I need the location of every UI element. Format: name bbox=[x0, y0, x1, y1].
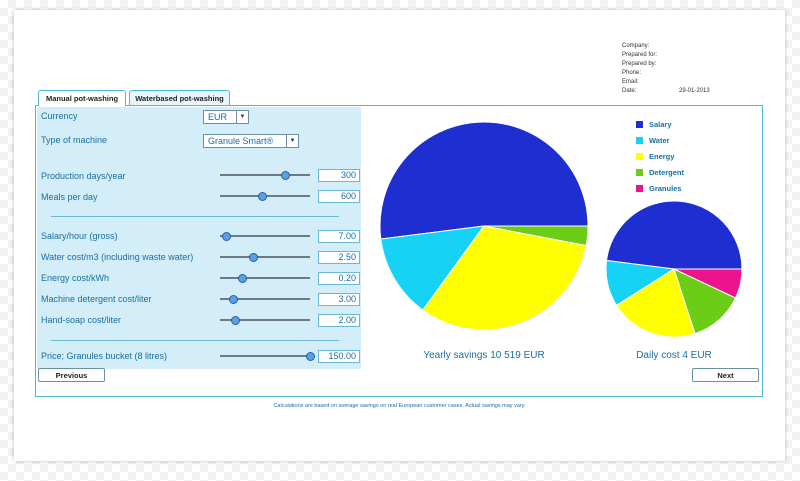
legend-item-salary: Salary bbox=[636, 116, 684, 132]
legend-swatch bbox=[636, 152, 643, 160]
granules-price-slider[interactable] bbox=[220, 352, 315, 361]
pie-slice-energy bbox=[422, 225, 587, 331]
company-label: Company: bbox=[622, 43, 650, 49]
legend-item-detergent: Detergent bbox=[636, 164, 684, 180]
slider-thumb[interactable] bbox=[258, 192, 268, 201]
email-label: Email: bbox=[622, 79, 639, 85]
date-label: Date: bbox=[622, 88, 637, 94]
detergent-cost-slider[interactable] bbox=[220, 295, 310, 304]
tab-label: Manual pot-washing bbox=[45, 94, 119, 103]
legend-label: Water bbox=[649, 135, 670, 145]
legend-label: Granules bbox=[649, 183, 682, 193]
machine-type-select[interactable]: Granule Smart® ▼ bbox=[203, 134, 299, 148]
section-divider bbox=[51, 340, 339, 341]
currency-label: Currency bbox=[41, 111, 78, 121]
slider-track bbox=[220, 277, 310, 279]
energy-cost-label: Energy cost/kWh bbox=[41, 273, 110, 283]
meals-per-day-input[interactable]: 600 bbox=[318, 190, 360, 203]
pie-slice-salary bbox=[379, 121, 589, 240]
hand-soap-cost-slider[interactable] bbox=[220, 316, 310, 325]
prepared-by-label: Prepared by: bbox=[622, 61, 657, 67]
energy-cost-slider[interactable] bbox=[220, 274, 310, 283]
production-days-input[interactable]: 300 bbox=[318, 169, 360, 182]
meals-per-day-slider[interactable] bbox=[220, 192, 310, 201]
hand-soap-cost-input[interactable]: 2.00 bbox=[318, 314, 360, 327]
slider-thumb[interactable] bbox=[280, 171, 290, 180]
footer-note: Calculations are based on average saving… bbox=[273, 403, 526, 409]
production-days-slider[interactable] bbox=[220, 171, 310, 180]
pie-slice-energy bbox=[615, 268, 696, 338]
header-info: Company: Prepared for: Prepared by: Phon… bbox=[622, 42, 710, 96]
section-divider bbox=[51, 216, 339, 217]
input-panel bbox=[37, 107, 361, 369]
pie-slice-detergent bbox=[673, 268, 737, 335]
water-cost-label: Water cost/m3 (including waste water) bbox=[41, 252, 194, 262]
hand-soap-cost-label: Hand-soap cost/liter bbox=[41, 315, 122, 325]
production-days-label: Production days/year bbox=[41, 171, 126, 181]
slider-thumb[interactable] bbox=[222, 232, 232, 241]
currency-value: EUR bbox=[208, 112, 228, 122]
pie-slice-detergent bbox=[483, 225, 589, 247]
meals-per-day-label: Meals per day bbox=[41, 192, 98, 202]
phone-label: Phone: bbox=[622, 70, 642, 76]
daily-cost-caption: Daily cost 4 EUR bbox=[636, 350, 712, 361]
salary-input[interactable]: 7.00 bbox=[318, 230, 360, 243]
next-button[interactable]: Next bbox=[692, 368, 759, 382]
tab-waterbased-pot-washing[interactable]: Waterbased pot-washing bbox=[129, 90, 230, 105]
detergent-cost-input[interactable]: 3.00 bbox=[318, 293, 360, 306]
slider-thumb[interactable] bbox=[228, 295, 238, 304]
slider-track bbox=[220, 298, 310, 300]
detergent-cost-label: Machine detergent cost/liter bbox=[41, 294, 152, 304]
salary-label: Salary/hour (gross) bbox=[41, 231, 118, 241]
machine-type-label: Type of machine bbox=[41, 135, 108, 145]
legend-item-granules: Granules bbox=[636, 180, 684, 196]
calculator-page: Company: Prepared for: Prepared by: Phon… bbox=[14, 10, 785, 461]
legend-swatch bbox=[636, 120, 643, 128]
legend-label: Energy bbox=[649, 151, 675, 161]
pie-slice-salary bbox=[605, 200, 743, 270]
previous-button[interactable]: Previous bbox=[38, 368, 105, 382]
pie-slice-water bbox=[380, 225, 486, 311]
tab-manual-pot-washing[interactable]: Manual pot-washing bbox=[38, 90, 126, 106]
water-cost-slider[interactable] bbox=[220, 253, 310, 262]
slider-thumb[interactable] bbox=[237, 274, 247, 283]
slider-track bbox=[220, 235, 310, 237]
chevron-down-icon: ▼ bbox=[236, 111, 248, 123]
energy-cost-input[interactable]: 0.20 bbox=[318, 272, 360, 285]
prepared-for-label: Prepared for: bbox=[622, 52, 658, 58]
machine-type-value: Granule Smart® bbox=[208, 136, 274, 146]
slider-thumb[interactable] bbox=[249, 253, 259, 262]
legend-swatch bbox=[636, 136, 643, 144]
slider-track bbox=[220, 355, 310, 357]
tab-label: Waterbased pot-washing bbox=[135, 93, 224, 103]
legend-swatch bbox=[636, 168, 643, 176]
legend-swatch bbox=[636, 184, 643, 192]
yearly-savings-pie-chart bbox=[379, 121, 589, 331]
chart-legend: Salary Water Energy Detergent Granules bbox=[636, 116, 684, 196]
legend-label: Detergent bbox=[649, 167, 685, 177]
chevron-down-icon: ▼ bbox=[286, 135, 298, 147]
yearly-savings-caption: Yearly savings 10 519 EUR bbox=[423, 350, 545, 361]
slider-track bbox=[220, 319, 310, 321]
granules-price-label: Price; Granules bucket (8 litres) bbox=[41, 351, 168, 361]
daily-cost-pie-chart bbox=[605, 200, 743, 338]
granules-price-input[interactable]: 150.00 bbox=[318, 350, 360, 363]
pie-slice-granules bbox=[673, 268, 743, 299]
legend-item-water: Water bbox=[636, 132, 684, 148]
legend-item-energy: Energy bbox=[636, 148, 684, 164]
salary-slider[interactable] bbox=[220, 232, 310, 241]
slider-track bbox=[220, 256, 310, 258]
legend-label: Salary bbox=[649, 119, 672, 129]
date-value: 29-01-2013 bbox=[679, 88, 710, 94]
slider-thumb[interactable] bbox=[306, 352, 315, 361]
slider-thumb[interactable] bbox=[231, 316, 241, 325]
slider-track bbox=[220, 174, 310, 176]
currency-select[interactable]: EUR ▼ bbox=[203, 110, 249, 124]
water-cost-input[interactable]: 2.50 bbox=[318, 251, 360, 264]
